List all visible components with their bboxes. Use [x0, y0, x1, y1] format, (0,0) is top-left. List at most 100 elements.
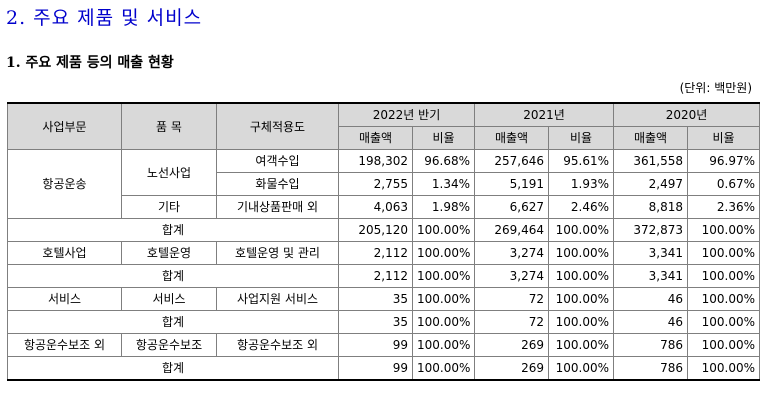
value-cell: 100.00%: [411, 287, 476, 311]
total-label: 합계: [7, 356, 339, 381]
value-cell: 100.00%: [687, 241, 761, 265]
value-cell: 4,063: [338, 195, 413, 219]
value-cell: 205,120: [338, 218, 413, 242]
header-period-2020: 2020년: [613, 102, 761, 127]
value-cell: 269: [474, 333, 550, 357]
value-cell: 96.68%: [411, 149, 476, 173]
value-cell: 3,274: [474, 264, 550, 288]
value-cell: 5,191: [474, 172, 550, 196]
value-cell: 35: [338, 287, 413, 311]
value-cell: 99: [338, 333, 413, 357]
section-title: 2. 주요 제품 및 서비스: [6, 7, 203, 29]
header-ratio: 비율: [687, 126, 761, 150]
header-segment: 사업부문: [7, 102, 122, 150]
value-cell: 46: [613, 287, 689, 311]
item-cell: 서비스: [121, 287, 217, 311]
usage-cell: 기내상품판매 외: [216, 195, 339, 219]
total-label: 합계: [7, 264, 339, 288]
value-cell: 2,112: [338, 264, 413, 288]
value-cell: 100.00%: [687, 356, 761, 381]
value-cell: 100.00%: [411, 241, 476, 265]
segment-cell: 항공운송: [7, 149, 122, 219]
unit-note: (단위: 백만원): [679, 81, 752, 95]
value-cell: 72: [474, 310, 550, 334]
sales-table: 사업부문 품 목 구체적용도 2022년 반기 2021년 2020년 매출액 …: [7, 102, 761, 381]
value-cell: 72: [474, 287, 550, 311]
total-row: 합계 2,112 100.00% 3,274 100.00% 3,341 100…: [7, 264, 761, 288]
header-ratio: 비율: [411, 126, 476, 150]
value-cell: 100.00%: [548, 218, 615, 242]
segment-cell: 호텔사업: [7, 241, 122, 265]
value-cell: 1.98%: [411, 195, 476, 219]
value-cell: 2,112: [338, 241, 413, 265]
table-row: 호텔사업 호텔운영 호텔운영 및 관리 2,112 100.00% 3,274 …: [7, 241, 761, 265]
value-cell: 3,341: [613, 264, 689, 288]
item-cell: 기타: [121, 195, 217, 219]
header-sales: 매출액: [338, 126, 413, 150]
header-item: 품 목: [121, 102, 217, 150]
value-cell: 786: [613, 356, 689, 381]
table-row: 항공운송 노선사업 여객수입 198,302 96.68% 257,646 95…: [7, 149, 761, 219]
value-cell: 2.46%: [548, 195, 615, 219]
usage-cell: 항공운수보조 외: [216, 333, 339, 357]
value-cell: 46: [613, 310, 689, 334]
table-row: 기타 기내상품판매 외 4,063 1.98% 6,627 2.46% 8,81…: [8, 195, 761, 219]
total-row: 합계 35 100.00% 72 100.00% 46 100.00%: [7, 310, 761, 334]
usage-cell: 호텔운영 및 관리: [216, 241, 339, 265]
value-cell: 100.00%: [548, 287, 615, 311]
value-cell: 100.00%: [411, 310, 476, 334]
table-row: 서비스 서비스 사업지원 서비스 35 100.00% 72 100.00% 4…: [7, 287, 761, 311]
value-cell: 100.00%: [548, 264, 615, 288]
item-cell: 호텔운영: [121, 241, 217, 265]
item-cell: 노선사업: [121, 149, 217, 196]
value-cell: 1.93%: [548, 172, 615, 196]
usage-cell: 여객수입: [216, 149, 339, 173]
total-row: 합계 99 100.00% 269 100.00% 786 100.00%: [7, 356, 761, 381]
value-cell: 372,873: [613, 218, 689, 242]
total-row: 합계 205,120 100.00% 269,464 100.00% 372,8…: [7, 218, 761, 242]
header-sales: 매출액: [613, 126, 689, 150]
value-cell: 100.00%: [548, 333, 615, 357]
value-cell: 3,274: [474, 241, 550, 265]
total-label: 합계: [7, 310, 339, 334]
value-cell: 100.00%: [687, 333, 761, 357]
value-cell: 96.97%: [687, 149, 761, 173]
value-cell: 35: [338, 310, 413, 334]
value-cell: 99: [338, 356, 413, 381]
header-usage: 구체적용도: [216, 102, 339, 150]
value-cell: 6,627: [474, 195, 550, 219]
value-cell: 100.00%: [687, 218, 761, 242]
value-cell: 2,497: [613, 172, 689, 196]
value-cell: 100.00%: [687, 287, 761, 311]
value-cell: 269: [474, 356, 550, 381]
table-row: 화물수입 2,755 1.34% 5,191 1.93% 2,497 0.67%: [8, 172, 761, 196]
value-cell: 786: [613, 333, 689, 357]
header-period-2021: 2021년: [474, 102, 615, 127]
value-cell: 2,755: [338, 172, 413, 196]
value-cell: 100.00%: [548, 241, 615, 265]
value-cell: 100.00%: [548, 310, 615, 334]
segment-cell: 항공운수보조 외: [7, 333, 122, 357]
header-ratio: 비율: [548, 126, 615, 150]
total-label: 합계: [7, 218, 339, 242]
value-cell: 100.00%: [687, 264, 761, 288]
value-cell: 100.00%: [548, 356, 615, 381]
header-period-2022h1: 2022년 반기: [337, 102, 476, 127]
usage-cell: 화물수입: [216, 172, 339, 196]
value-cell: 2.36%: [687, 195, 761, 219]
value-cell: 100.00%: [411, 356, 476, 381]
subsection-title: 1. 주요 제품 등의 매출 현황: [6, 55, 174, 71]
value-cell: 95.61%: [548, 149, 615, 173]
table-row: 항공운수보조 외 항공운수보조 항공운수보조 외 99 100.00% 269 …: [7, 333, 761, 357]
value-cell: 269,464: [474, 218, 550, 242]
value-cell: 257,646: [474, 149, 550, 173]
value-cell: 100.00%: [411, 333, 476, 357]
item-cell: 항공운수보조: [121, 333, 217, 357]
value-cell: 8,818: [613, 195, 689, 219]
value-cell: 0.67%: [687, 172, 761, 196]
value-cell: 100.00%: [411, 218, 476, 242]
value-cell: 361,558: [613, 149, 689, 173]
value-cell: 198,302: [338, 149, 413, 173]
value-cell: 100.00%: [411, 264, 476, 288]
header-sales: 매출액: [474, 126, 550, 150]
